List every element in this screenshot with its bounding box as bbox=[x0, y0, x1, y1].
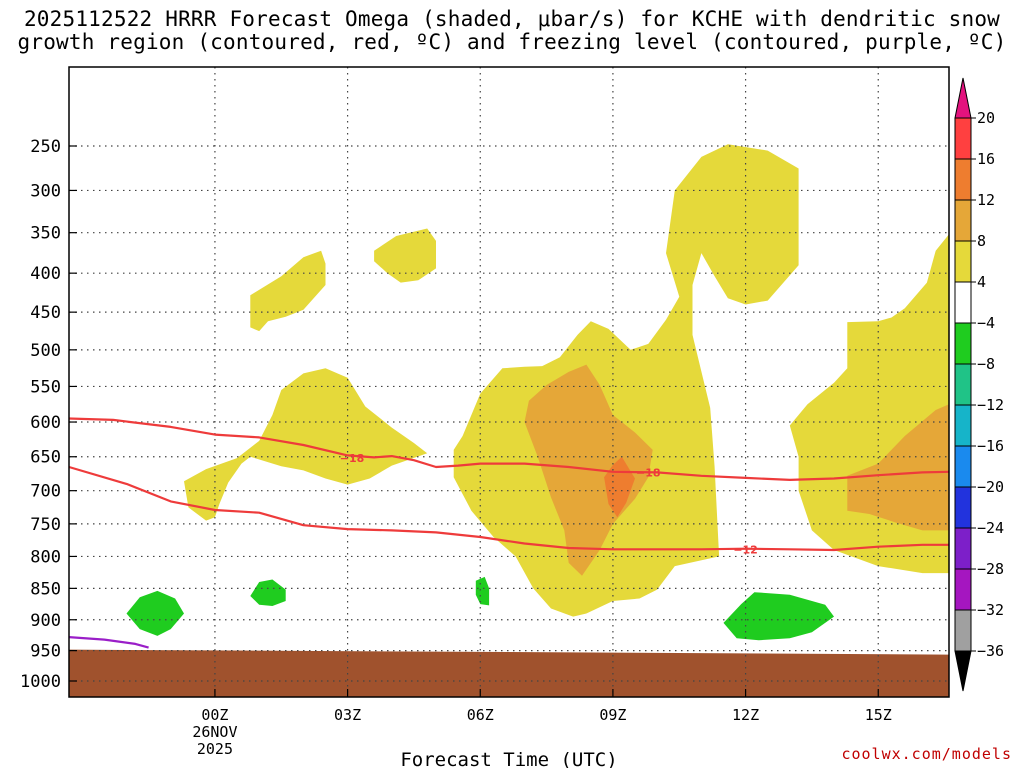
contour-layer: −18 −18 −12 bbox=[68, 417, 950, 649]
y-tick-label: 650 bbox=[30, 448, 61, 468]
y-tick-label: 700 bbox=[30, 482, 61, 502]
shade-region-omega-4-8-a bbox=[250, 250, 326, 332]
y-axis: 250 300 350 400 450 500 550 600 650 700 750 800 850 9… bbox=[20, 137, 77, 692]
colorbar-swatch bbox=[954, 199, 972, 242]
y-tick-label: 500 bbox=[30, 341, 61, 361]
colorbar-swatch bbox=[954, 240, 972, 283]
colorbar-swatch bbox=[954, 445, 972, 488]
x-tick-label: 15Z bbox=[865, 706, 892, 724]
y-tick-label: 1000 bbox=[20, 672, 61, 692]
terrain-layer bbox=[69, 649, 949, 697]
gridlines bbox=[69, 67, 949, 697]
y-tick-label: 400 bbox=[30, 264, 61, 284]
x-tick-label: 12Z bbox=[732, 706, 759, 724]
y-tick-label: 600 bbox=[30, 413, 61, 433]
plot-frame bbox=[68, 66, 950, 698]
colorbar-label: −28 bbox=[977, 560, 1004, 578]
colorbar-label: −36 bbox=[977, 642, 1004, 660]
colorbar-swatch bbox=[954, 117, 972, 160]
x-tick-label: 00Z bbox=[201, 706, 228, 724]
colorbar-swatch bbox=[954, 486, 972, 529]
contour-label: −18 bbox=[636, 466, 661, 479]
x-date-label: 26NOV bbox=[192, 723, 237, 741]
y-tick-label: 950 bbox=[30, 642, 61, 662]
y-tick-label: 550 bbox=[30, 377, 61, 397]
shade-region-omega-neg4-8-b bbox=[250, 579, 286, 606]
colorbar-swatch bbox=[954, 363, 972, 406]
colorbar-top-arrow bbox=[954, 77, 972, 119]
colorbar-swatch bbox=[954, 158, 972, 201]
shade-region-omega-4-8-b bbox=[374, 228, 436, 283]
contour-freezing-level bbox=[68, 636, 149, 649]
y-tick-label: 450 bbox=[30, 303, 61, 323]
colorbar-label: −20 bbox=[977, 478, 1004, 496]
colorbar-label: −32 bbox=[977, 601, 1004, 619]
colorbar-label: 8 bbox=[977, 232, 986, 250]
terrain-fill bbox=[69, 649, 949, 697]
contour-dgz-top bbox=[68, 417, 950, 481]
x-axis-title: Forecast Time (UTC) bbox=[400, 749, 617, 768]
shade-region-omega-neg4-8-d bbox=[723, 592, 834, 641]
credit-text: coolwx.com/models bbox=[841, 745, 1012, 763]
shade-region-omega-4-8-d bbox=[453, 144, 799, 617]
colorbar-bottom-arrow bbox=[954, 650, 972, 692]
colorbar-swatch bbox=[954, 609, 972, 652]
colorbar-label: 16 bbox=[977, 150, 995, 168]
shade-region-omega-8-12-b bbox=[847, 404, 949, 531]
contour-dgz-bottom bbox=[68, 465, 949, 552]
colorbar-label: 4 bbox=[977, 273, 986, 291]
colorbar-label: −24 bbox=[977, 519, 1004, 537]
y-tick-label: 300 bbox=[30, 181, 61, 201]
y-tick-label: 800 bbox=[30, 547, 61, 567]
shade-region-omega-neg4-8-c bbox=[475, 576, 490, 606]
colorbar-swatch bbox=[954, 404, 972, 447]
contour-label: −18 bbox=[340, 452, 365, 465]
x-tick-label: 09Z bbox=[599, 706, 626, 724]
colorbar-swatch bbox=[954, 568, 972, 611]
colorbar-label: −4 bbox=[977, 314, 995, 332]
colorbar-label: −12 bbox=[977, 396, 1004, 414]
y-tick-label: 250 bbox=[30, 137, 61, 157]
y-tick-label: 900 bbox=[30, 611, 61, 631]
title-line-1: 2025112522 HRRR Forecast Omega (shaded, … bbox=[23, 7, 1001, 31]
x-tick-label: 03Z bbox=[334, 706, 361, 724]
y-tick-label: 850 bbox=[30, 579, 61, 599]
x-year-label: 2025 bbox=[197, 740, 233, 758]
y-tick-label: 350 bbox=[30, 224, 61, 244]
colorbar-label: −16 bbox=[977, 437, 1004, 455]
colorbar-label: 12 bbox=[977, 191, 995, 209]
colorbar: 20 16 12 8 4 −4 −8 −12 −16 −20 −24 −28 −32 −36 bbox=[954, 77, 1004, 692]
x-tick-label: 06Z bbox=[467, 706, 494, 724]
colorbar-swatch bbox=[954, 322, 972, 365]
colorbar-swatch bbox=[954, 281, 972, 324]
colorbar-label: −8 bbox=[977, 355, 995, 373]
y-tick-label: 750 bbox=[30, 515, 61, 535]
omega-shading-layer bbox=[126, 144, 949, 641]
colorbar-label: 20 bbox=[977, 109, 995, 127]
shade-region-omega-neg4-8-a bbox=[126, 590, 184, 636]
title-line-2: growth region (contoured, red, ºC) and f… bbox=[17, 30, 1007, 54]
contour-label: −12 bbox=[733, 543, 758, 556]
chart-title: 2025112522 HRRR Forecast Omega (shaded, … bbox=[0, 8, 1024, 54]
colorbar-swatch bbox=[954, 527, 972, 570]
